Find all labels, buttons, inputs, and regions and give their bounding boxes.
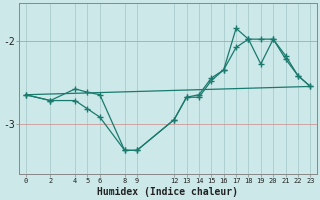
X-axis label: Humidex (Indice chaleur): Humidex (Indice chaleur): [98, 186, 238, 197]
